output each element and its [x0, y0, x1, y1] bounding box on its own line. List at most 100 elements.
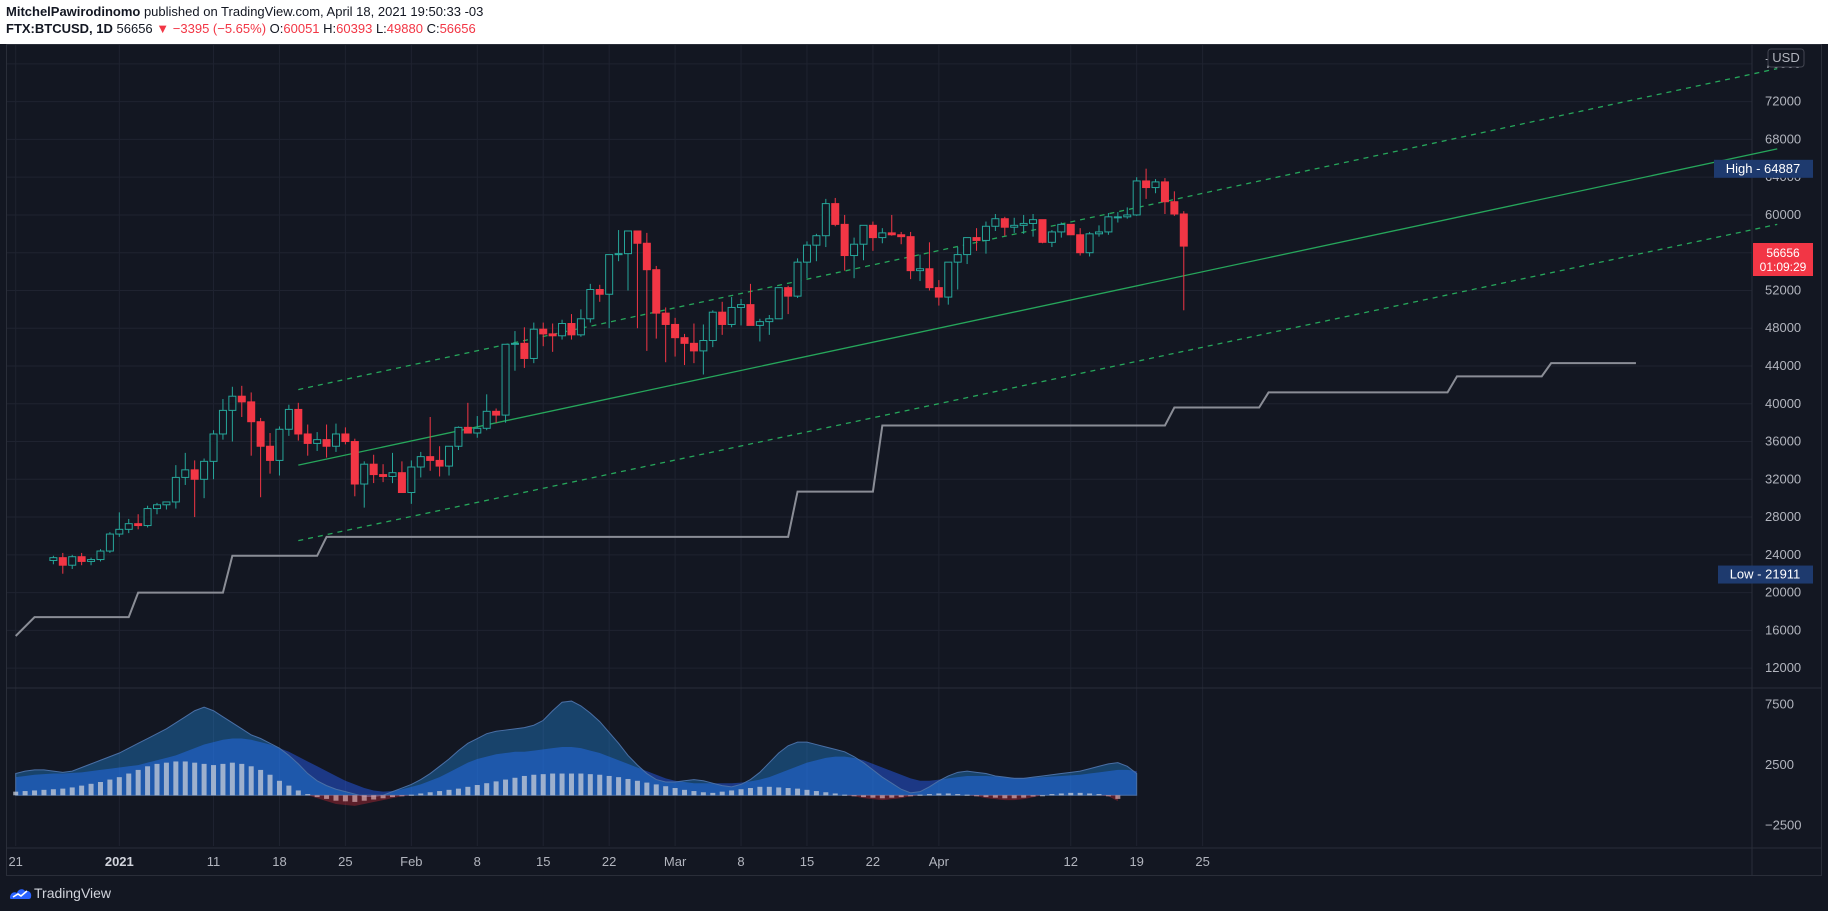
histogram-bar	[267, 774, 273, 796]
down-arrow-icon: ▼	[156, 21, 170, 36]
histogram-bar	[1105, 795, 1111, 797]
candle-body	[58, 557, 67, 566]
low-label-text: L:	[375, 21, 387, 36]
candle-body	[1000, 218, 1009, 228]
histogram-bar	[587, 774, 593, 796]
candle-body	[209, 433, 218, 462]
candle-body	[906, 236, 915, 272]
histogram-bar	[163, 762, 169, 796]
time-tick-label: 12	[1064, 854, 1078, 869]
candle	[1057, 222, 1066, 238]
currency-label: USD	[1772, 50, 1799, 65]
candle-body	[68, 556, 77, 566]
histogram-bar	[653, 784, 659, 796]
candle	[520, 327, 529, 368]
histogram-bar	[955, 794, 961, 796]
histogram-bar	[60, 788, 66, 796]
last-price: 56656	[116, 21, 153, 36]
tradingview-logo-icon[interactable]	[8, 885, 34, 901]
histogram-bar	[276, 780, 282, 796]
candle	[567, 314, 576, 340]
candle	[426, 416, 435, 471]
last-price-badge	[1753, 243, 1813, 276]
time-tick-label: 15	[800, 854, 814, 869]
histogram-bar	[342, 795, 348, 802]
candle	[445, 445, 454, 476]
histogram-bar	[917, 794, 923, 796]
histogram-bar	[1058, 793, 1064, 796]
candle-body	[614, 253, 623, 256]
candle-body	[548, 333, 557, 337]
histogram-bar	[13, 791, 19, 796]
candle-body	[963, 237, 972, 256]
candle	[58, 552, 67, 574]
candle	[247, 392, 256, 456]
candle-body	[275, 428, 284, 461]
histogram-bar	[314, 795, 320, 798]
price-tick-label: 72000	[1765, 94, 1801, 109]
candle	[256, 417, 265, 498]
candle	[1113, 212, 1122, 223]
candle-body	[341, 433, 350, 443]
candle	[1132, 177, 1141, 216]
histogram-bar	[710, 792, 716, 796]
signal-area	[15, 738, 1137, 796]
time-tick-label: 11	[207, 854, 221, 869]
candle-body	[1104, 216, 1113, 233]
candle-body	[407, 466, 416, 494]
histogram-bar	[521, 775, 527, 796]
author-name[interactable]: MitchelPawirodinomo	[6, 4, 141, 19]
candle-body	[482, 410, 491, 429]
candle	[558, 319, 567, 340]
time-tick-label: 22	[602, 854, 616, 869]
candle-body	[1160, 181, 1169, 203]
candle-body	[1066, 223, 1075, 236]
histogram-bar	[908, 795, 914, 797]
time-tick-label: 21	[8, 854, 22, 869]
candle	[765, 315, 774, 335]
histogram-bar	[69, 787, 75, 796]
histogram-bar	[229, 762, 235, 796]
histogram-bar	[861, 795, 866, 798]
time-tick-label: Feb	[400, 854, 422, 869]
candle-body	[529, 328, 538, 359]
candle	[200, 458, 209, 499]
chart-frame	[6, 44, 1822, 876]
candle-body	[981, 225, 990, 241]
histogram-bar	[785, 788, 791, 796]
footer: TradingView	[0, 876, 1828, 911]
histogram-bar	[870, 795, 876, 798]
candle	[652, 265, 661, 339]
candle	[1047, 230, 1056, 248]
histogram-bar	[295, 790, 301, 796]
candle-body	[633, 230, 642, 244]
candle-body	[934, 287, 943, 298]
time-tick-label: Mar	[664, 854, 687, 869]
candle-body	[181, 469, 190, 478]
histogram-bar	[597, 774, 603, 796]
candle-body	[134, 523, 143, 527]
candle	[153, 502, 161, 515]
candle-body	[765, 318, 774, 323]
price-tick-label: 20000	[1765, 585, 1801, 600]
histogram-bar	[992, 795, 998, 798]
histogram-bar	[766, 786, 772, 796]
footer-brand[interactable]: TradingView	[34, 885, 112, 901]
currency-button[interactable]	[1767, 48, 1805, 68]
candle-body	[661, 312, 670, 325]
price-tick-label: 16000	[1765, 622, 1801, 637]
candle	[793, 258, 802, 299]
candle-body	[1132, 180, 1141, 216]
candle-body	[1170, 201, 1179, 215]
histogram-bar	[1115, 795, 1121, 799]
time-tick-label: 15	[536, 854, 550, 869]
histogram-bar	[192, 762, 198, 796]
histogram-bar	[503, 779, 509, 796]
histogram-bar	[1021, 795, 1027, 798]
candle-body	[143, 508, 152, 527]
candle	[237, 385, 246, 417]
histogram-bar	[135, 769, 141, 796]
candle-body	[689, 342, 698, 352]
histogram-bar	[88, 783, 94, 796]
